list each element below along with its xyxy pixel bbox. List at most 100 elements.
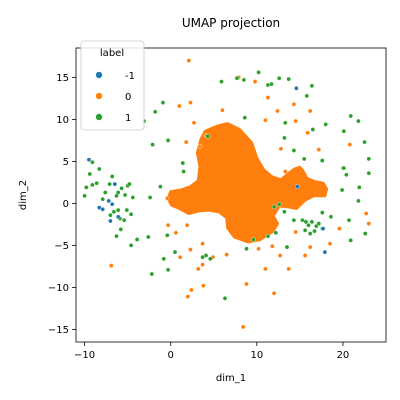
legend-marker-minus1 [95,71,103,79]
x-tick-label: 0 [168,350,174,361]
scatter-point-label-0 [186,58,192,63]
scatter-point-label-1 [319,158,325,163]
cluster-label-0-dense-region [166,122,329,244]
scatter-point-label-0 [277,253,283,258]
scatter-point-label-1 [115,207,121,213]
scatter-point-label-1 [348,113,354,119]
scatter-point-label-1 [341,165,347,171]
scatter-point-label-1 [108,212,113,218]
scatter-point-label-0 [366,221,372,226]
scatter-point-label-0 [282,169,288,174]
scatter-point-label-0 [307,244,313,250]
scatter-point-label-0 [271,290,277,296]
scatter-point-label-minus1 [320,226,326,231]
scatter-point-label-0 [244,281,249,287]
scatter-point-label-0 [316,147,322,152]
scatter-point-label-0 [201,283,206,289]
scatter-point-label-1 [165,267,171,273]
scatter-point-label-1 [207,256,213,262]
scatter-point-label-0 [191,120,197,126]
scatter-point-label-0 [307,108,313,114]
scatter-point-label-1 [241,77,247,83]
scatter-point-label-0 [220,107,225,113]
scatter-point-label-1 [356,118,361,124]
scatter-point-label-1 [356,198,361,204]
legend-entry-0: 0 [125,92,131,103]
legend-title: label [100,48,124,59]
scatter-point-label-0 [109,263,114,268]
scatter-point-label-1 [150,142,155,147]
scatter-point-label-1 [109,174,115,179]
scatter-point-label-0 [188,100,193,105]
scatter-point-label-1 [319,210,325,215]
y-tick-label: −10 [48,283,69,294]
y-tick-label: 10 [56,115,69,126]
scatter-point-label-1 [122,192,128,198]
y-tick-label: 0 [63,199,69,210]
scatter-point-label-1 [301,156,307,162]
scatter-point-label-0 [263,117,268,123]
scatter-point-label-0 [189,287,194,293]
scatter-point-label-1 [282,135,287,141]
scatter-point-label-1 [316,221,322,226]
scatter-point-label-1 [286,76,292,82]
scatter-point-label-0 [165,222,171,228]
scatter-point-label-1 [339,187,345,193]
scatter-point-label-1 [291,217,297,223]
scatter-point-label-1 [160,100,166,105]
scatter-point-label-minus1 [294,86,299,91]
plot-area [82,58,372,330]
scatter-point-label-0 [293,118,298,124]
axes-frame [75,47,387,343]
scatter-point-label-1 [115,190,121,195]
y-tick-label: −15 [48,325,69,336]
scatter-point-label-1 [244,246,249,252]
legend-entry-minus1: -1 [125,71,135,82]
scatter-point-label-0 [291,102,297,107]
scatter-point-label-0 [188,247,193,252]
scatter-point-label-1 [265,233,271,239]
scatter-point-label-1 [103,190,108,195]
scatter-point-label-0 [164,196,170,201]
scatter-point-label-1 [128,243,134,248]
scatter-point-label-0 [173,230,179,236]
scatter-point-label-1 [145,234,151,240]
scatter-point-label-0 [240,324,246,330]
scatter-point-label-1 [222,295,228,301]
scatter-point-label-0 [200,241,205,246]
scatter-point-label-1 [341,128,347,134]
scatter-point-label-0 [337,226,342,231]
scatter-point-label-1 [130,195,136,200]
scatter-point-label-1 [118,227,124,232]
scatter-point-label-1 [111,209,117,215]
scatter-point-label-0 [177,254,183,260]
scatter-point-label-1 [165,138,171,143]
scatter-point-label-1 [362,231,368,236]
scatter-point-label-1 [323,122,329,127]
scatter-point-label-1 [251,237,256,242]
scatter-point-label-0 [363,211,369,216]
scatter-point-label-1 [269,81,274,87]
scatter-point-label-1 [158,184,163,189]
scatter-point-label-1 [273,230,279,236]
scatter-point-label-1 [291,148,297,153]
x-tick-label: −10 [74,350,95,361]
scatter-point-label-1 [271,204,277,210]
scatter-point-label-1 [312,228,317,234]
scatter-point-label-1 [172,249,178,255]
scatter-point-label-1 [219,79,224,84]
scatter-point-label-1 [200,254,205,260]
scatter-point-label-1 [344,172,349,178]
scatter-point-label-1 [164,232,170,238]
scatter-point-label-1 [90,182,95,188]
legend-marker-1 [95,113,103,121]
scatter-point-label-0 [265,95,271,100]
scatter-point-label-0 [185,294,191,299]
scatter-point-label-1 [84,185,89,190]
scatter-point-label-1 [180,160,186,166]
legend-marker-0 [95,92,103,100]
scatter-point-label-minus1 [106,198,111,204]
scatter-point-label-1 [309,83,315,89]
scatter-point-label-0 [224,252,229,257]
scatter-point-label-1 [303,219,309,225]
